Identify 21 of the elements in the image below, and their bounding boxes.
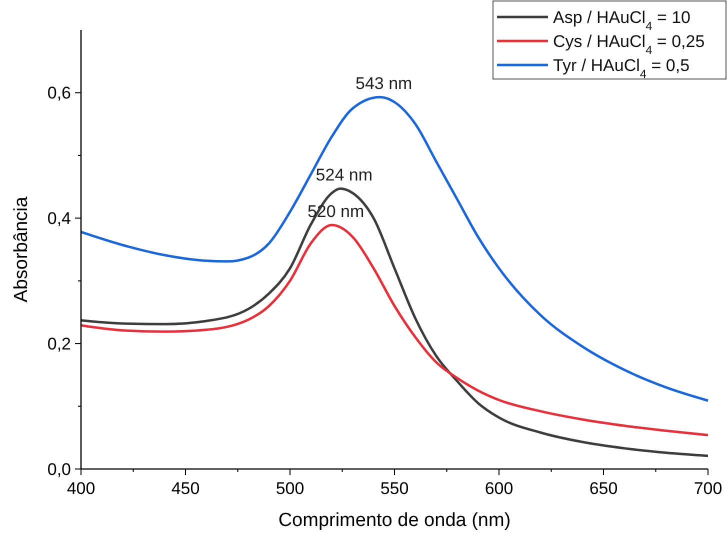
legend-label: Cys / HAuCl$_{4}$ = 0,25 xyxy=(553,32,705,57)
line-series xyxy=(80,224,710,436)
line-series xyxy=(80,96,710,402)
y-tick-label: 0,0 xyxy=(47,460,71,479)
x-tick-label: 700 xyxy=(694,479,722,498)
x-tick-label: 500 xyxy=(276,479,304,498)
y-tick-label: 0,4 xyxy=(47,209,71,228)
legend-label: Asp / HAuCl$_{4}$ = 10 xyxy=(553,8,691,33)
x-tick-label: 650 xyxy=(589,479,618,498)
x-axis-title: Comprimento de onda (nm) xyxy=(278,510,511,531)
annotation: 543 nm xyxy=(356,74,412,94)
annotation: 524 nm xyxy=(316,166,373,185)
line-series xyxy=(80,187,710,458)
x-tick-label: 450 xyxy=(171,479,200,498)
x-tick-label: 550 xyxy=(380,479,409,498)
y-axis-title: Absorbância xyxy=(11,196,32,302)
x-tick-label: 600 xyxy=(484,479,514,498)
legend-label: Tyr / HAuCl$_{4}$ = 0,5 xyxy=(553,56,690,81)
x-tick-label: 400 xyxy=(66,479,96,498)
y-tick-label: 0,6 xyxy=(47,84,71,103)
y-tick-label: 0,2 xyxy=(47,334,71,354)
